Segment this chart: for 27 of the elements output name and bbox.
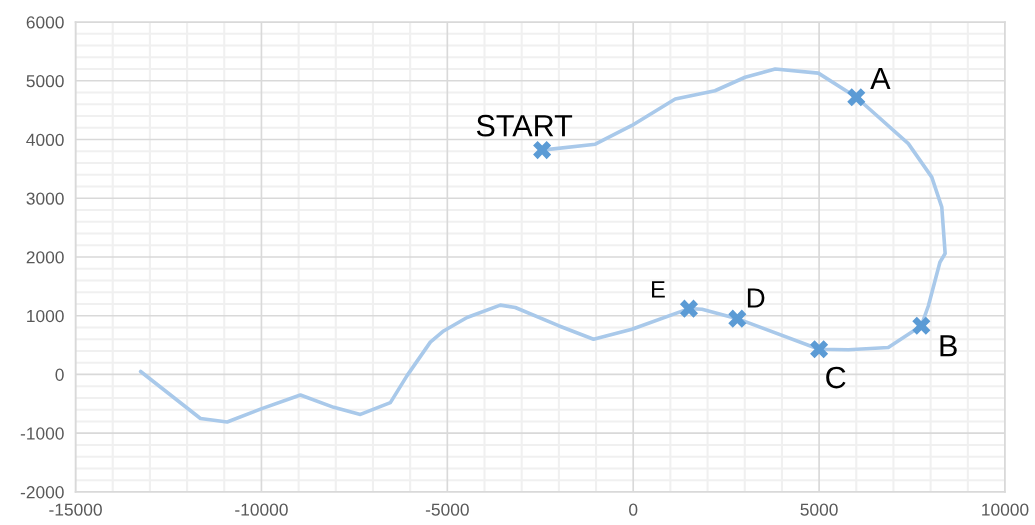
x-tick-label: -10000 <box>235 503 288 516</box>
annotation: C <box>826 366 846 389</box>
point <box>728 309 747 328</box>
x-tick-label: 5000 <box>800 503 838 516</box>
point <box>847 88 866 107</box>
y-tick-label: 3000 <box>26 192 64 205</box>
point <box>810 340 829 359</box>
annotation: START <box>476 114 573 137</box>
point <box>679 299 699 318</box>
x-tick-label: -5000 <box>425 503 469 516</box>
y-tick-label: -1000 <box>20 427 64 440</box>
x-tick-label: -15000 <box>49 503 102 516</box>
y-tick-label: 4000 <box>26 133 64 146</box>
y-tick-label: 0 <box>55 368 64 381</box>
annotation: D <box>747 288 765 308</box>
point <box>912 316 931 335</box>
y-tick-label: 6000 <box>26 16 64 29</box>
y-tick-label: 5000 <box>26 74 64 88</box>
x-tick-label: 10000 <box>982 503 1029 516</box>
x-tick-label: 0 <box>629 503 638 516</box>
annotation: A <box>870 67 891 89</box>
y-tick-label: 1000 <box>27 309 64 323</box>
point <box>533 141 552 160</box>
annotation: B <box>940 335 957 357</box>
annotation: E <box>652 281 665 298</box>
y-tick-label: 2000 <box>26 251 64 264</box>
y-tick-label: -2000 <box>20 486 64 499</box>
